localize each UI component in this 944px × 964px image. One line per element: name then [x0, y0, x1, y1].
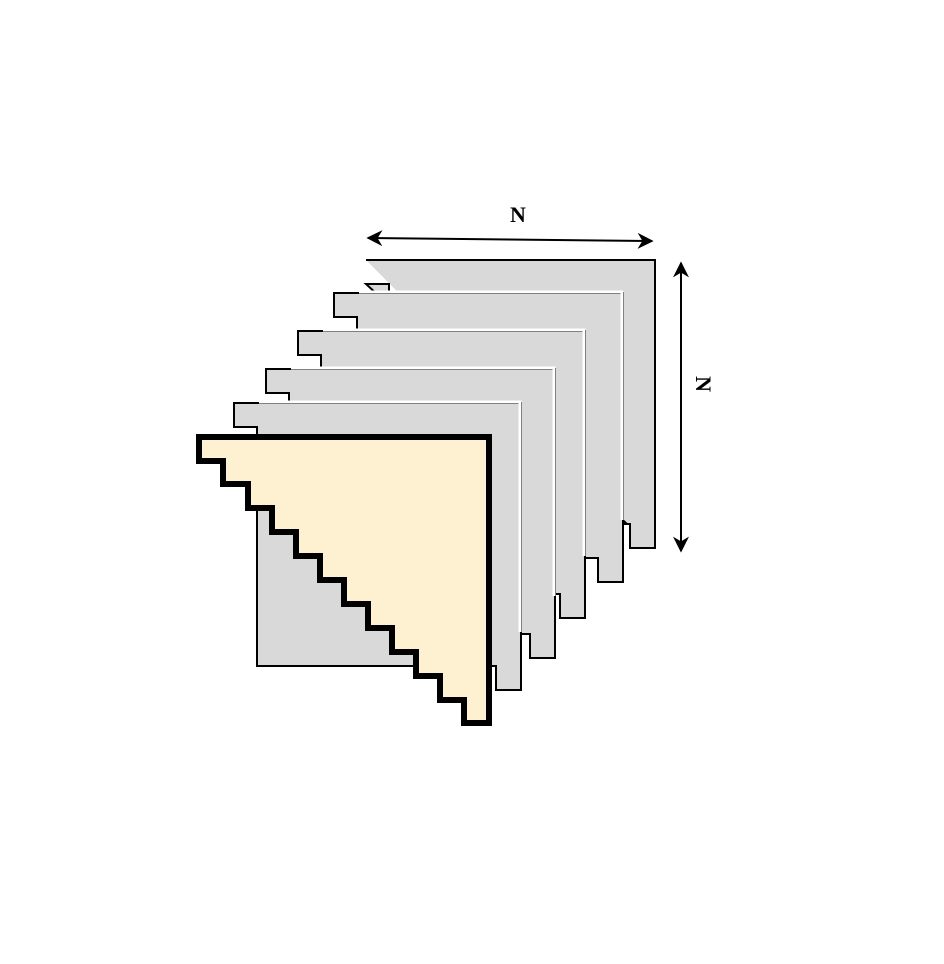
width-dimension-label: N	[510, 202, 526, 227]
width-dimension-arrow	[366, 230, 654, 249]
height-dimension-label: N	[691, 376, 716, 392]
front-triangular-sheet	[196, 434, 492, 726]
sheet-separators	[259, 290, 624, 632]
